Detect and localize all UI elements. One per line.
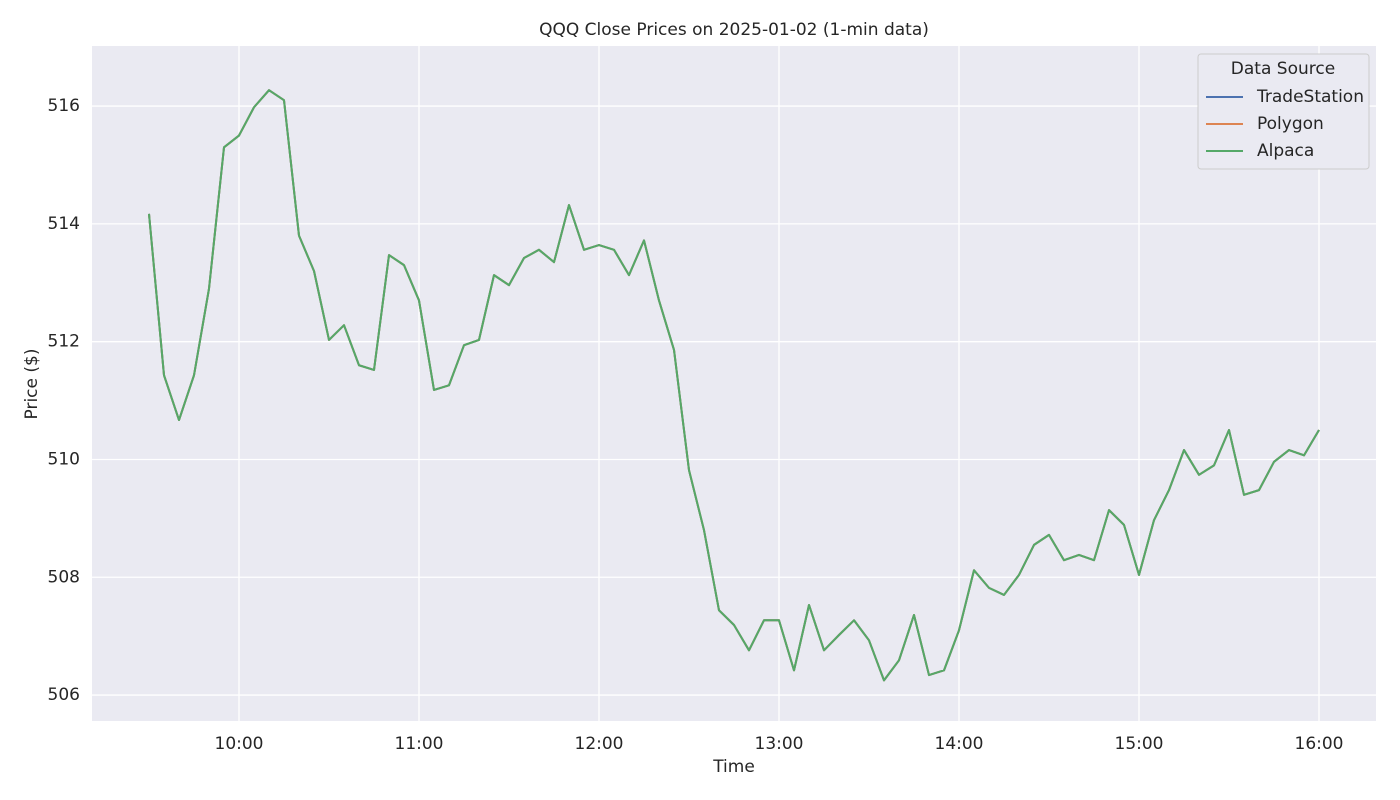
legend-label: Polygon xyxy=(1257,114,1324,134)
y-axis-label: Price ($) xyxy=(22,349,42,420)
legend-title: Data Source xyxy=(1231,59,1335,79)
plot-area xyxy=(92,46,1376,721)
x-tick-label: 15:00 xyxy=(1115,734,1164,754)
x-axis-label: Time xyxy=(712,757,755,777)
y-tick-label: 516 xyxy=(48,96,80,116)
legend-label: Alpaca xyxy=(1257,141,1314,161)
lines xyxy=(148,89,1320,682)
x-tick-label: 11:00 xyxy=(395,734,444,754)
x-tick-label: 12:00 xyxy=(575,734,624,754)
legend-box xyxy=(1197,53,1370,170)
y-tick-label: 506 xyxy=(48,685,80,705)
x-tick-label: 16:00 xyxy=(1295,734,1344,754)
y-tick-label: 514 xyxy=(48,214,80,234)
grid xyxy=(92,46,1376,721)
y-tick-label: 512 xyxy=(48,332,80,352)
x-tick-label: 13:00 xyxy=(755,734,804,754)
legend-label: TradeStation xyxy=(1256,87,1364,107)
x-tick-label: 14:00 xyxy=(935,734,984,754)
y-tick-label: 508 xyxy=(48,567,80,587)
x-tick-label: 10:00 xyxy=(215,734,264,754)
series-line xyxy=(148,89,1320,682)
legend: Data Source TradeStation Polygon Alpaca xyxy=(1197,53,1370,170)
chart-title: QQQ Close Prices on 2025-01-02 (1-min da… xyxy=(539,20,929,40)
y-tick-label: 510 xyxy=(48,449,80,469)
